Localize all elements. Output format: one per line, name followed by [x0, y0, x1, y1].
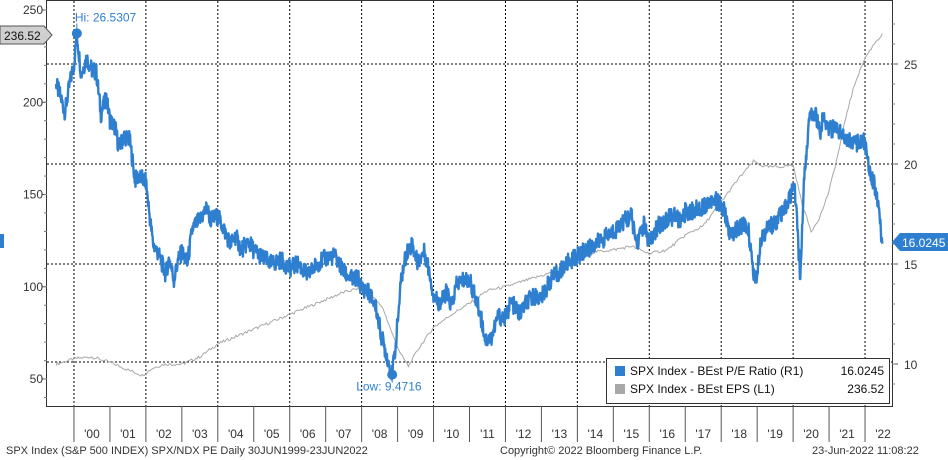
x-tick-label: '03	[192, 427, 208, 441]
x-tick-label: '21	[839, 427, 855, 441]
x-tick-label: '08	[372, 427, 388, 441]
legend-swatch-eps	[615, 384, 625, 394]
x-tick-label: '18	[731, 427, 747, 441]
x-tick-label: '15	[623, 427, 639, 441]
x-tick-label: '22	[875, 427, 891, 441]
legend-label-pe: SPX Index - BEst P/E Ratio (R1)	[630, 364, 803, 378]
x-tick-label: '13	[552, 427, 568, 441]
right-tick-label: 20	[904, 158, 918, 172]
eps-series-line	[55, 33, 883, 377]
legend-box	[606, 358, 890, 404]
x-tick-label: '01	[120, 427, 136, 441]
low-annotation-label: Low: 9.4716	[356, 380, 422, 394]
footer-security-info: SPX Index (S&P 500 INDEX) SPX/NDX PE Dai…	[6, 445, 368, 457]
footer-timestamp: 23-Jun-2022 11:08:22	[812, 445, 919, 457]
left-tick-label: 100	[23, 280, 43, 294]
x-axis: '00 '01 '02 '03 '04 '05 '06 '07 '08 '09 '10 '11 '12 '…	[73, 406, 891, 442]
left-tick-label: 50	[30, 372, 44, 386]
footer-copyright: Copyright© 2022 Bloomberg Finance L.P.	[500, 445, 703, 457]
right-tick-label: 25	[904, 58, 918, 72]
left-tick-label: 200	[23, 95, 43, 109]
right-tick-label: 15	[904, 258, 918, 272]
right-tick-label: 10	[904, 358, 918, 372]
legend-label-eps: SPX Index - BEst EPS (L1)	[630, 382, 775, 396]
x-tick-label: '09	[408, 427, 424, 441]
left-tick-label: 150	[23, 188, 43, 202]
legend-swatch-pe	[615, 366, 625, 376]
pe-series-layer	[54, 29, 884, 381]
legend-value-eps: 236.52	[847, 382, 884, 396]
x-tick-label: '02	[156, 427, 172, 441]
x-tick-label: '20	[803, 427, 819, 441]
x-tick-label: '06	[300, 427, 316, 441]
x-tick-label: '00	[84, 427, 100, 441]
pe-current-value-tag: 16.0245	[892, 233, 948, 251]
x-tick-label: '11	[480, 427, 495, 441]
x-tick-label: '04	[228, 427, 244, 441]
x-tick-label: '17	[695, 427, 711, 441]
x-tick-label: '16	[659, 427, 675, 441]
legend-value-pe: 16.0245	[841, 364, 885, 378]
eps-current-value-text: 236.52	[4, 29, 41, 43]
pe-current-value-text: 16.0245	[902, 236, 946, 250]
x-tick-label: '07	[336, 427, 352, 441]
x-tick-label: '19	[767, 427, 783, 441]
right-y-axis: 10 15 20 25	[892, 23, 918, 385]
eps-series-layer	[55, 33, 883, 377]
x-tick-label: '14	[588, 427, 604, 441]
left-y-axis: 50 100 150 200 250	[23, 3, 47, 398]
legend: SPX Index - BEst P/E Ratio (R1) 16.0245 …	[606, 358, 890, 404]
high-annotation-label: Hi: 26.5307	[75, 10, 137, 24]
left-tick-label: 250	[23, 3, 43, 17]
pe-series-line	[54, 29, 884, 381]
eps-current-value-tag: 236.52	[0, 25, 53, 45]
footer-bar: SPX Index (S&P 500 INDEX) SPX/NDX PE Dai…	[0, 443, 948, 460]
x-tick-label: '12	[516, 427, 532, 441]
x-tick-label: '05	[264, 427, 280, 441]
plot-frame	[46, 0, 893, 407]
x-tick-label: '10	[444, 427, 460, 441]
left-edge-marker	[0, 234, 4, 248]
